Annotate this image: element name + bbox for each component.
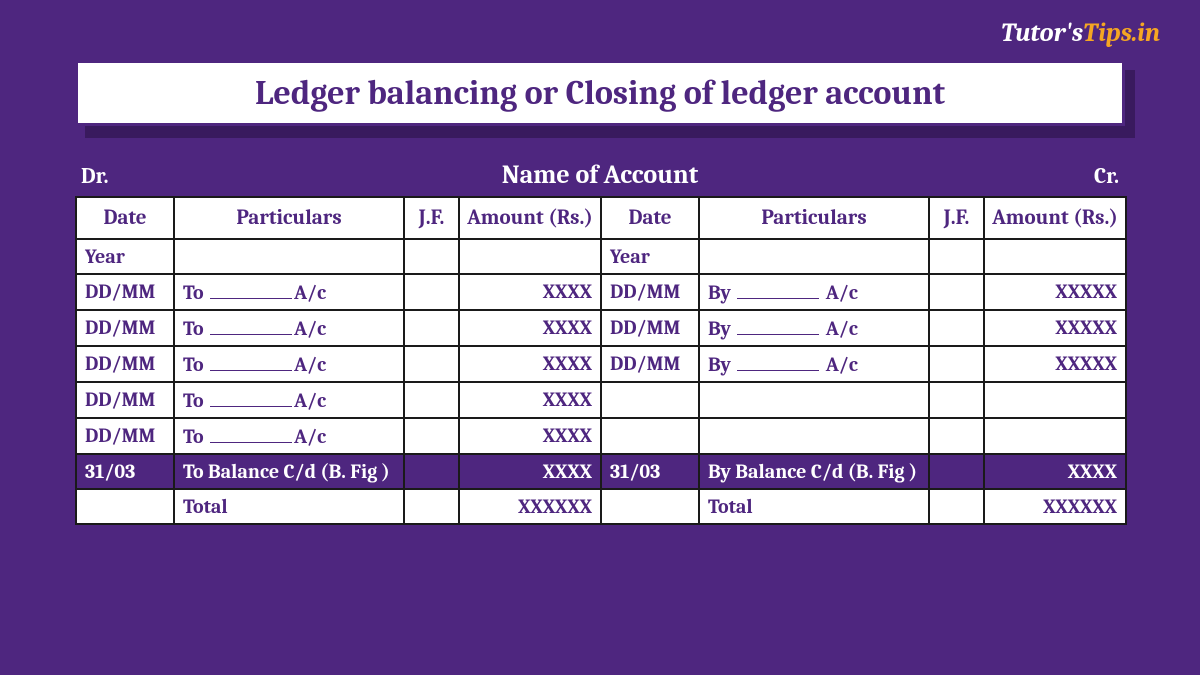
dr-particulars: To A/c — [174, 274, 404, 310]
dr-particulars: To A/c — [174, 382, 404, 418]
dr-date: DD/MM — [76, 346, 174, 382]
title-container: Ledger balancing or Closing of ledger ac… — [75, 60, 1125, 126]
dr-particulars: To A/c — [174, 310, 404, 346]
tot-cr-amt: XXXXXX — [984, 489, 1126, 524]
dr-particulars: To A/c — [174, 418, 404, 454]
entry-row: DD/MMTo A/cXXXXDD/MMBy A/cXXXXX — [76, 346, 1126, 382]
bal-dr-amt: XXXX — [459, 454, 601, 489]
bal-cr-jf — [929, 454, 984, 489]
cr-amount: XXXXX — [984, 310, 1126, 346]
page-title: Ledger balancing or Closing of ledger ac… — [78, 73, 1122, 113]
dr-amount: XXXX — [459, 418, 601, 454]
tot-cr-date — [601, 489, 699, 524]
col-jf-dr: J.F. — [404, 197, 459, 239]
cr-particulars — [699, 382, 929, 418]
cr-jf — [929, 274, 984, 310]
year-cr-amt — [984, 239, 1126, 274]
dr-date: DD/MM — [76, 418, 174, 454]
col-part-dr: Particulars — [174, 197, 404, 239]
brand-logo: Tutor'sTips.in — [1001, 18, 1160, 48]
cr-date — [601, 418, 699, 454]
dr-jf — [404, 418, 459, 454]
col-amt-cr: Amount (Rs.) — [984, 197, 1126, 239]
tot-dr-amt: XXXXXX — [459, 489, 601, 524]
account-name-label: Name of Account — [141, 160, 1059, 190]
dr-amount: XXXX — [459, 274, 601, 310]
account-header: Dr. Name of Account Cr. — [75, 160, 1125, 196]
col-date-cr: Date — [601, 197, 699, 239]
tot-cr-jf — [929, 489, 984, 524]
cr-amount: XXXXX — [984, 346, 1126, 382]
cr-particulars: By A/c — [699, 274, 929, 310]
year-dr-part — [174, 239, 404, 274]
ledger-area: Dr. Name of Account Cr. Date Particulars… — [75, 160, 1125, 525]
col-date-dr: Date — [76, 197, 174, 239]
cr-amount — [984, 418, 1126, 454]
dr-date: DD/MM — [76, 310, 174, 346]
year-cr-part — [699, 239, 929, 274]
year-cr-jf — [929, 239, 984, 274]
col-jf-cr: J.F. — [929, 197, 984, 239]
bal-cr-amt: XXXX — [984, 454, 1126, 489]
dr-jf — [404, 382, 459, 418]
dr-date: DD/MM — [76, 382, 174, 418]
dr-jf — [404, 310, 459, 346]
col-amt-dr: Amount (Rs.) — [459, 197, 601, 239]
ledger-table: Date Particulars J.F. Amount (Rs.) Date … — [75, 196, 1127, 525]
bal-dr-part: To Balance C/d (B. Fig ) — [174, 454, 404, 489]
dr-jf — [404, 346, 459, 382]
dr-amount: XXXX — [459, 346, 601, 382]
dr-amount: XXXX — [459, 310, 601, 346]
bal-cr-date: 31/03 — [601, 454, 699, 489]
year-dr-amt — [459, 239, 601, 274]
cr-jf — [929, 418, 984, 454]
cr-date: DD/MM — [601, 310, 699, 346]
tot-dr-date — [76, 489, 174, 524]
entry-row: DD/MMTo A/c XXXX — [76, 382, 1126, 418]
year-row: Year Year — [76, 239, 1126, 274]
dr-particulars: To A/c — [174, 346, 404, 382]
col-part-cr: Particulars — [699, 197, 929, 239]
cr-particulars — [699, 418, 929, 454]
tot-cr-label: Total — [699, 489, 929, 524]
bal-dr-date: 31/03 — [76, 454, 174, 489]
total-row: Total XXXXXX Total XXXXXX — [76, 489, 1126, 524]
cr-jf — [929, 310, 984, 346]
header-row: Date Particulars J.F. Amount (Rs.) Date … — [76, 197, 1126, 239]
title-box: Ledger balancing or Closing of ledger ac… — [75, 60, 1125, 126]
dr-label: Dr. — [81, 163, 141, 189]
balance-row: 31/03To Balance C/d (B. Fig )XXXX31/03By… — [76, 454, 1126, 489]
brand-right: Tips.in — [1083, 18, 1160, 48]
year-dr: Year — [76, 239, 174, 274]
dr-date: DD/MM — [76, 274, 174, 310]
cr-label: Cr. — [1059, 163, 1119, 189]
cr-amount — [984, 382, 1126, 418]
cr-jf — [929, 346, 984, 382]
dr-jf — [404, 274, 459, 310]
year-cr: Year — [601, 239, 699, 274]
entry-row: DD/MMTo A/cXXXXDD/MMBy A/cXXXXX — [76, 310, 1126, 346]
entry-row: DD/MMTo A/c XXXX — [76, 418, 1126, 454]
tot-dr-label: Total — [174, 489, 404, 524]
bal-dr-jf — [404, 454, 459, 489]
cr-date — [601, 382, 699, 418]
cr-date: DD/MM — [601, 274, 699, 310]
cr-jf — [929, 382, 984, 418]
cr-particulars: By A/c — [699, 310, 929, 346]
dr-amount: XXXX — [459, 382, 601, 418]
bal-cr-part: By Balance C/d (B. Fig ) — [699, 454, 929, 489]
brand-left: Tutor's — [1001, 18, 1083, 48]
cr-amount: XXXXX — [984, 274, 1126, 310]
entry-row: DD/MMTo A/cXXXXDD/MMBy A/cXXXXX — [76, 274, 1126, 310]
cr-particulars: By A/c — [699, 346, 929, 382]
cr-date: DD/MM — [601, 346, 699, 382]
tot-dr-jf — [404, 489, 459, 524]
year-dr-jf — [404, 239, 459, 274]
